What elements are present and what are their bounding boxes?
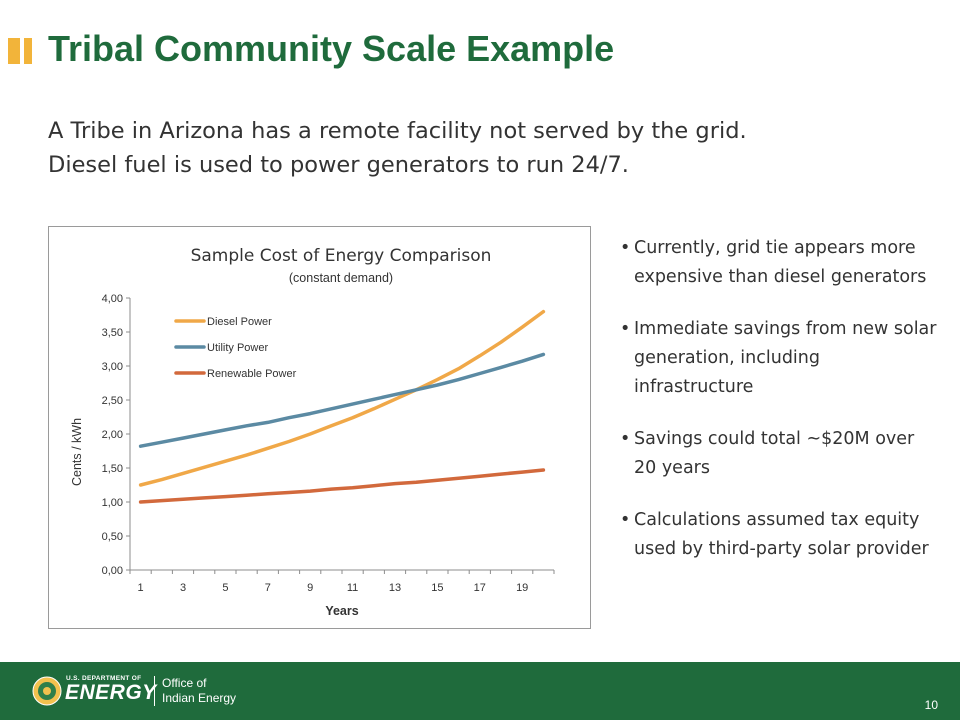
intro-text: A Tribe in Arizona has a remote facility… [48,114,928,182]
page-number: 10 [924,698,938,712]
x-tick-label: 19 [516,582,528,594]
legend-label: Utility Power [207,342,268,354]
legend-label: Diesel Power [207,316,272,328]
bullet-dot: • [620,510,631,530]
office-line-2: Indian Energy [162,691,237,705]
y-tick-label: 3,00 [102,361,123,373]
y-tick-label: 1,50 [102,463,123,475]
bullet-dot: • [620,429,631,449]
bullet-text: Calculations assumed tax equity used by … [634,510,929,559]
bullet-list: • Currently, grid tie appears more expens… [620,234,940,587]
y-axis-title: Cents / kWh [70,418,84,486]
y-tick-label: 0,50 [102,531,123,543]
y-tick-label: 3,50 [102,327,123,339]
x-tick-label: 5 [222,582,228,594]
doe-label-large: ENERGY [65,681,157,704]
footer-bar: U.S. DEPARTMENT OF ENERGY Office of Indi… [0,662,960,720]
bullet-text: Currently, grid tie appears more expensi… [634,238,927,287]
x-tick-label: 11 [347,582,358,594]
chart-frame: Sample Cost of Energy Comparison (constan… [48,226,591,629]
bullet-dot: • [620,319,631,339]
doe-seal-icon [32,676,62,706]
office-line-1: Office of [162,676,207,690]
x-tick-label: 3 [180,582,186,594]
series-line-utility-power [138,352,546,448]
legend-label: Renewable Power [207,368,297,380]
chart-subtitle: (constant demand) [289,271,393,285]
x-tick-label: 7 [265,582,271,594]
x-tick-label: 13 [389,582,401,594]
footer-divider [154,676,155,706]
series-line-diesel-power [138,309,546,487]
bullet-item: • Immediate savings from new solar genera… [620,315,940,402]
x-tick-label: 15 [431,582,443,594]
y-tick-label: 4,00 [102,293,123,305]
bullet-item: • Currently, grid tie appears more expens… [620,234,940,292]
accent-bar-large [8,38,20,64]
slide-title: Tribal Community Scale Example [48,28,615,69]
bullet-dot: • [620,238,631,258]
bullet-item: • Calculations assumed tax equity used by… [620,506,940,564]
series-line-renewable-power [138,468,546,504]
intro-line-2: Diesel fuel is used to power generators … [48,152,629,178]
bullet-text: Immediate savings from new solar generat… [634,319,937,397]
cost-comparison-chart: Sample Cost of Energy Comparison (constan… [70,246,555,618]
x-tick-label: 17 [474,582,486,594]
y-tick-label: 2,00 [102,429,123,441]
x-tick-label: 1 [138,582,144,594]
x-axis-title: Years [325,604,358,618]
bullet-text: Savings could total ~$20M over 20 years [634,429,915,478]
x-tick-label: 9 [307,582,313,594]
y-tick-label: 0,00 [102,565,123,577]
intro-line-1: A Tribe in Arizona has a remote facility… [48,118,747,144]
office-name: Office of Indian Energy [162,676,236,706]
bullet-item: • Savings could total ~$20M over 20 years [620,425,940,483]
accent-bar-small [24,38,32,64]
doe-label-small: U.S. DEPARTMENT OF [66,675,142,682]
chart-title: Sample Cost of Energy Comparison [191,246,492,266]
y-tick-label: 1,00 [102,497,123,509]
y-tick-label: 2,50 [102,395,123,407]
